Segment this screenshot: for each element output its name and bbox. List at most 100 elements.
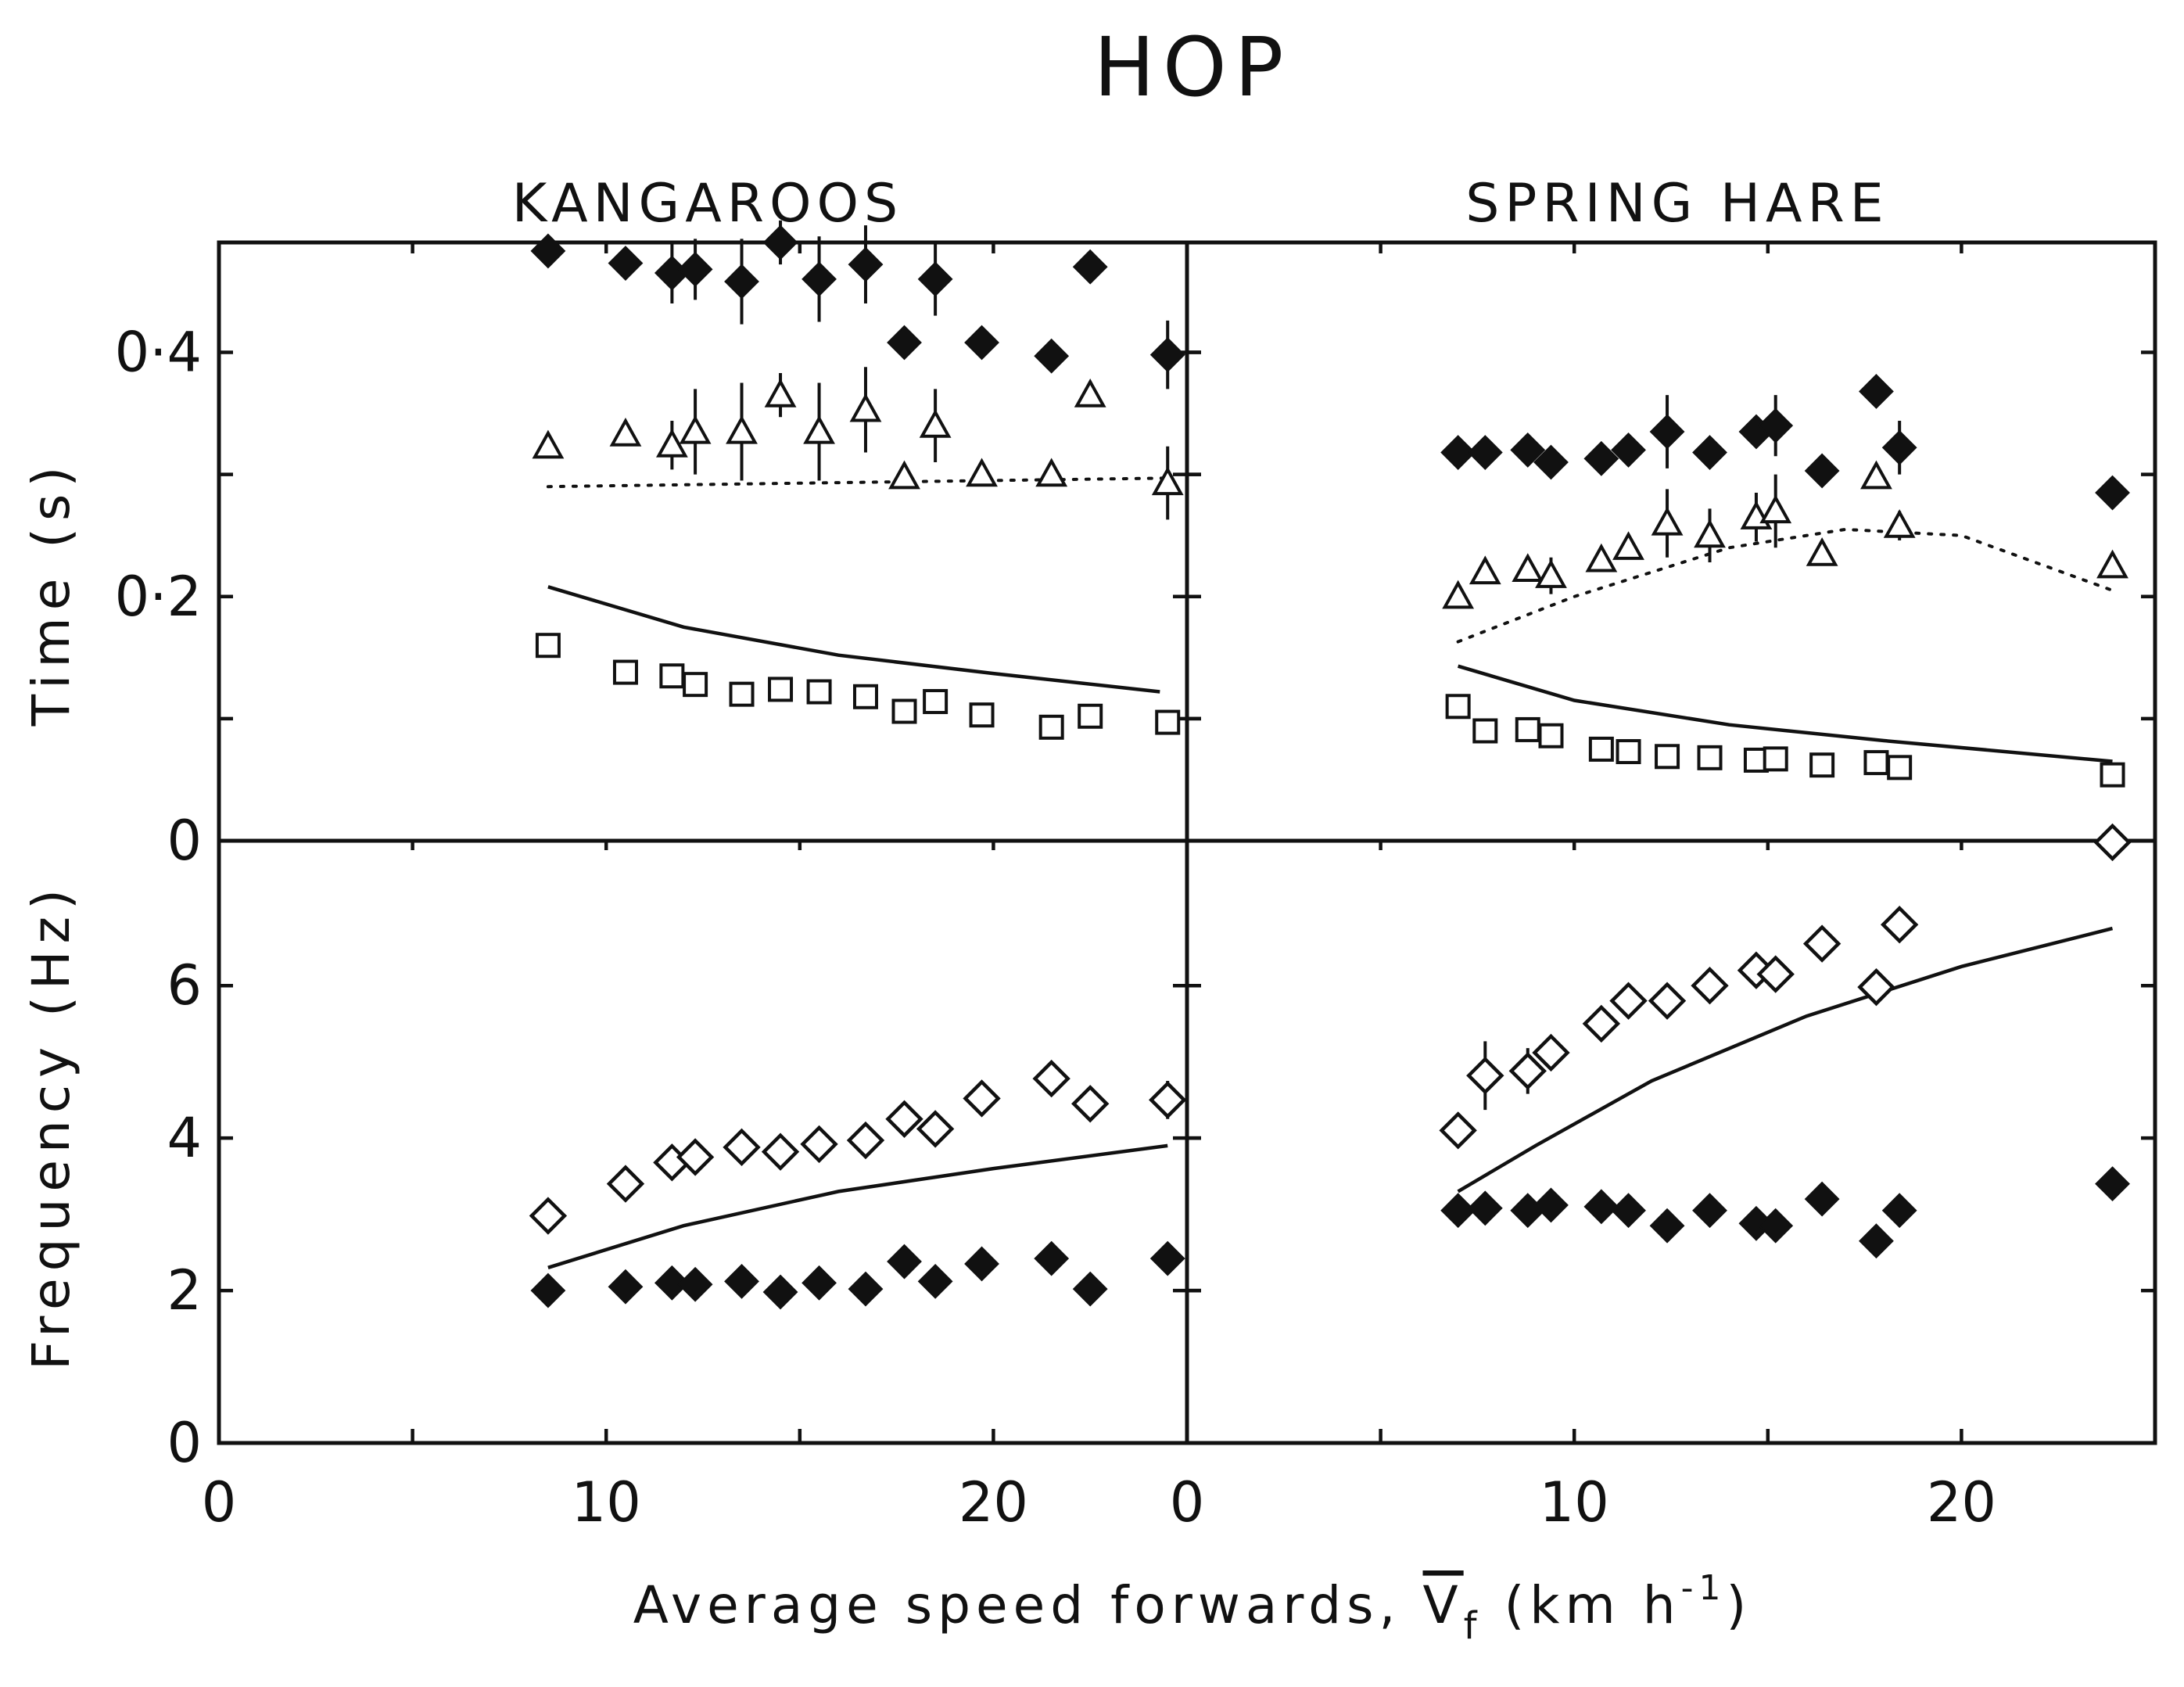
- data-point-open-diamond: [1756, 955, 1795, 993]
- data-point-open-triangle: [849, 393, 882, 422]
- figure-title: HOP: [1094, 20, 1292, 115]
- data-point-filled-diamond: [654, 1265, 690, 1301]
- data-point-filled-diamond: [964, 1246, 999, 1282]
- y-tick-label: 0·2: [115, 565, 202, 629]
- x-axis-label-symbol: V: [1423, 1575, 1464, 1635]
- data-point-filled-diamond: [1533, 444, 1569, 480]
- x-tick-label: 0: [202, 1470, 237, 1534]
- data-point-open-diamond: [676, 1138, 715, 1176]
- data-point-filled-diamond: [1881, 1193, 1917, 1229]
- y-tick-label: 6: [167, 953, 202, 1018]
- data-point-filled-diamond: [762, 1274, 798, 1310]
- data-point-open-triangle: [1035, 458, 1068, 487]
- data-point-open-square: [1655, 744, 1680, 770]
- data-point-open-square: [729, 681, 755, 707]
- data-point-open-square: [1472, 718, 1498, 744]
- data-point-filled-diamond: [724, 264, 759, 300]
- x-tick-label: 0: [1170, 1470, 1205, 1534]
- data-point-open-triangle: [1860, 460, 1892, 490]
- data-point-open-square: [768, 677, 794, 702]
- data-point-open-triangle: [726, 415, 758, 444]
- panel-bottom-right: 0 10 20: [1170, 823, 2157, 1534]
- fit-line-solid: [1457, 926, 2114, 1193]
- panel-title-spring-hare: SPRING HARE: [1465, 173, 1889, 235]
- data-point-open-triangle: [803, 415, 835, 444]
- data-point-filled-diamond: [1034, 1240, 1070, 1276]
- data-point-filled-diamond: [917, 1263, 953, 1299]
- data-point-open-square: [891, 698, 917, 724]
- data-point-filled-diamond: [1149, 1240, 1185, 1276]
- data-point-open-diamond: [1691, 967, 1729, 1005]
- data-point-open-square: [1809, 752, 1835, 778]
- data-point-filled-diamond: [530, 1272, 566, 1308]
- data-point-open-square: [1515, 716, 1540, 742]
- data-point-open-triangle: [679, 415, 712, 444]
- data-point-open-triangle: [1151, 466, 1184, 496]
- data-point-open-diamond: [723, 1128, 761, 1167]
- data-point-open-square: [852, 684, 878, 709]
- fit-line-dotted: [1456, 527, 2114, 644]
- data-point-open-diamond: [963, 1079, 1001, 1118]
- data-point-open-triangle: [888, 460, 920, 490]
- data-point-filled-diamond: [530, 233, 566, 269]
- y-tick-label: 0: [167, 809, 202, 873]
- data-point-open-diamond: [1880, 906, 1919, 944]
- data-point-filled-diamond: [1692, 435, 1727, 470]
- data-point-open-diamond: [761, 1132, 800, 1171]
- data-point-filled-diamond: [1072, 249, 1108, 285]
- panel-top-left: 0 0·2 0·4: [115, 220, 1201, 873]
- data-point-open-diamond: [1439, 1111, 1477, 1150]
- y-axis-label-frequency: Frequency (Hz): [21, 882, 81, 1370]
- x-axis-label-subscript: f: [1464, 1604, 1483, 1648]
- fit-line-solid: [547, 1143, 1168, 1269]
- data-point-open-square: [1078, 703, 1103, 729]
- data-point-filled-diamond: [1034, 338, 1070, 374]
- data-point-open-diamond: [1609, 982, 1648, 1020]
- data-point-open-diamond: [2093, 823, 2132, 862]
- fit-line-dotted: [546, 476, 1170, 489]
- data-point-open-triangle: [1442, 580, 1475, 609]
- data-point-filled-diamond: [2095, 475, 2130, 511]
- data-point-filled-diamond: [887, 325, 922, 361]
- data-point-open-square: [923, 689, 949, 715]
- y-tick-label: 2: [167, 1258, 202, 1323]
- data-point-filled-diamond: [1533, 1187, 1569, 1223]
- x-axis-label-unit-exponent: -1: [1681, 1568, 1727, 1608]
- data-point-filled-diamond: [1611, 1193, 1646, 1229]
- data-point-open-triangle: [1694, 519, 1726, 548]
- data-point-filled-diamond: [1758, 1208, 1794, 1244]
- x-tick-label: 10: [572, 1470, 641, 1534]
- data-point-open-triangle: [1612, 531, 1644, 560]
- data-point-open-diamond: [529, 1197, 568, 1235]
- plots-group: 0 0·2 0·4 0 10 20 0 2 4 6 0 10 20: [115, 220, 2157, 1534]
- data-point-open-triangle: [1759, 494, 1792, 524]
- data-point-open-triangle: [1651, 506, 1684, 536]
- data-point-open-square: [1155, 709, 1181, 735]
- data-point-filled-diamond: [677, 251, 713, 287]
- data-point-open-triangle: [2096, 549, 2128, 579]
- data-point-open-triangle: [609, 417, 642, 447]
- data-point-filled-diamond: [1510, 432, 1546, 468]
- data-point-open-triangle: [764, 379, 797, 407]
- x-tick-label: 20: [1927, 1470, 1996, 1534]
- data-point-open-triangle: [1585, 543, 1618, 573]
- data-point-filled-diamond: [887, 1244, 922, 1280]
- data-point-filled-diamond: [1440, 435, 1476, 470]
- data-point-filled-diamond: [724, 1263, 759, 1299]
- panel-frame: [217, 838, 1189, 1445]
- data-point-open-square: [1616, 739, 1641, 765]
- data-point-open-triangle: [1535, 559, 1567, 588]
- data-point-open-square: [659, 663, 685, 689]
- x-axis-label-main: Average speed forwards,: [633, 1575, 1423, 1635]
- x-axis-label-unit-close: ): [1727, 1575, 1752, 1635]
- data-point-open-diamond: [1071, 1085, 1110, 1123]
- data-point-filled-diamond: [608, 246, 644, 281]
- data-point-open-triangle: [966, 458, 998, 487]
- data-point-filled-diamond: [917, 261, 953, 297]
- y-tick-label: 0: [167, 1411, 202, 1475]
- data-point-filled-diamond: [964, 325, 999, 361]
- data-point-open-triangle: [1469, 555, 1501, 585]
- data-point-open-diamond: [1508, 1052, 1547, 1090]
